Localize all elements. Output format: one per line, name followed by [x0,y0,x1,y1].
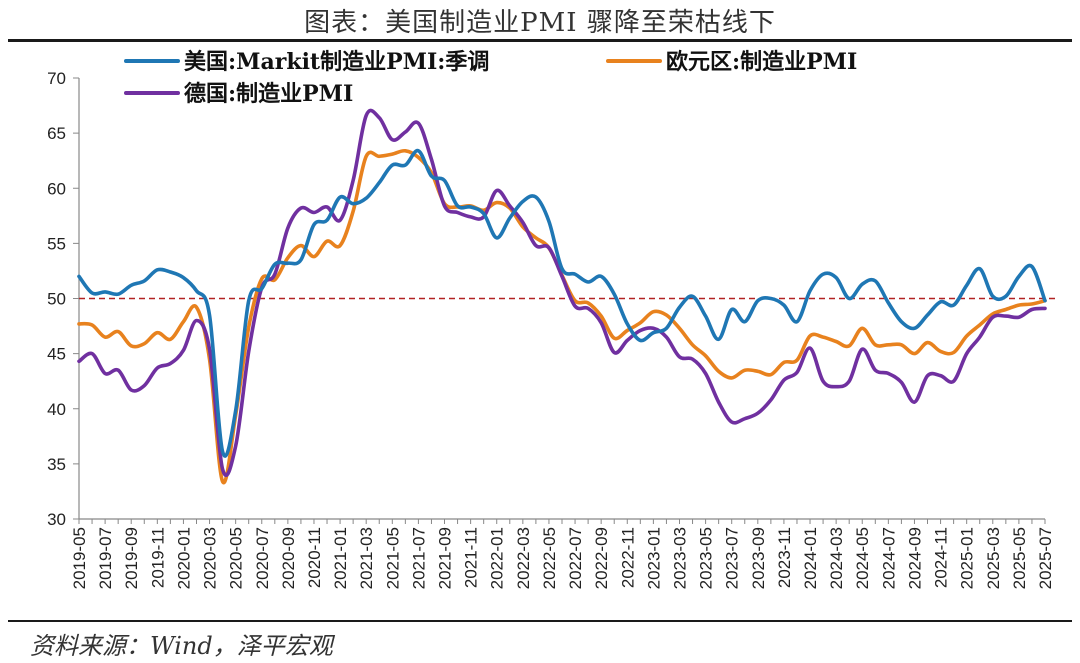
legend-label: 美国:Markit制造业PMI:季调 [184,49,489,75]
x-tick-label: 2021-01 [331,527,350,589]
chart-title: 图表：美国制造业PMI 骤降至荣枯线下 [304,8,776,38]
x-tick-label: 2023-03 [670,527,689,589]
x-tick-label: 2024-09 [905,527,924,589]
legend-label: 欧元区:制造业PMI [666,49,857,75]
x-tick-label: 2019-05 [70,527,89,589]
x-tick-label: 2021-07 [409,527,428,589]
x-tick-label: 2021-05 [383,527,402,589]
bottom-rule [8,620,1072,622]
legend-label: 德国:制造业PMI [184,81,353,107]
x-tick-label: 2025-03 [984,527,1003,589]
y-tick-label: 45 [47,345,66,364]
x-tick-label: 2023-11 [775,527,794,588]
legend-item-us-markit: 美国:Markit制造业PMI:季调 [124,49,489,75]
x-tick-label: 2023-07 [723,527,742,589]
x-tick-label: 2020-11 [305,527,324,588]
tick-labels: 30 35 40 45 50 55 60 65 70 2019-05 2019-07 2019-09 2… [47,69,1055,589]
y-tick-label: 70 [47,69,66,88]
x-tick-label: 2024-11 [932,527,951,588]
x-tick-label: 2023-05 [697,527,716,589]
x-tick-label: 2024-03 [827,527,846,589]
legend: 美国:Markit制造业PMI:季调 欧元区:制造业PMI 德国:制造业PMI [124,49,857,107]
y-tick-label: 35 [47,455,66,474]
x-tick-label: 2025-05 [1010,527,1029,589]
x-tick-label: 2022-05 [540,527,559,589]
source-note: 资料来源：Wind，泽平宏观 [30,632,333,660]
x-tick-label: 2022-11 [618,527,637,588]
top-rule [8,39,1072,42]
y-tick-label: 30 [47,510,66,529]
x-tick-label: 2025-07 [1036,527,1055,589]
x-tick-label: 2020-07 [253,527,272,589]
x-tick-label: 2024-01 [801,527,820,589]
x-tick-label: 2023-01 [644,527,663,589]
x-tick-label: 2022-01 [488,527,507,589]
x-tick-label: 2021-03 [357,527,376,589]
x-tick-label: 2020-01 [174,527,193,589]
x-tick-label: 2020-05 [227,527,246,589]
y-tick-label: 50 [47,290,66,309]
x-tick-label: 2021-09 [436,527,455,589]
x-tick-label: 2021-11 [462,527,481,588]
x-tick-label: 2019-11 [148,527,167,588]
legend-item-eurozone: 欧元区:制造业PMI [606,49,857,75]
x-tick-label: 2020-09 [279,527,298,589]
x-tick-label: 2022-07 [566,527,585,589]
x-tick-label: 2024-05 [853,527,872,589]
x-tick-label: 2022-09 [592,527,611,589]
x-tick-label: 2020-03 [201,527,220,589]
x-tick-label: 2024-07 [879,527,898,589]
series-line-eurozone [77,148,1047,485]
legend-item-germany: 德国:制造业PMI [124,81,353,107]
x-tick-label: 2019-09 [122,527,141,589]
x-tick-label: 2022-03 [514,527,533,589]
y-tick-label: 55 [47,234,66,253]
x-tick-label: 2023-09 [749,527,768,589]
x-tick-label: 2025-01 [958,527,977,589]
x-tick-label: 2019-07 [96,527,115,589]
series-line-us-markit [77,148,1047,458]
series-lines [77,108,1047,485]
y-tick-label: 60 [47,179,66,198]
y-tick-label: 65 [47,124,66,143]
y-tick-label: 40 [47,400,66,419]
series-line-germany [77,108,1047,478]
